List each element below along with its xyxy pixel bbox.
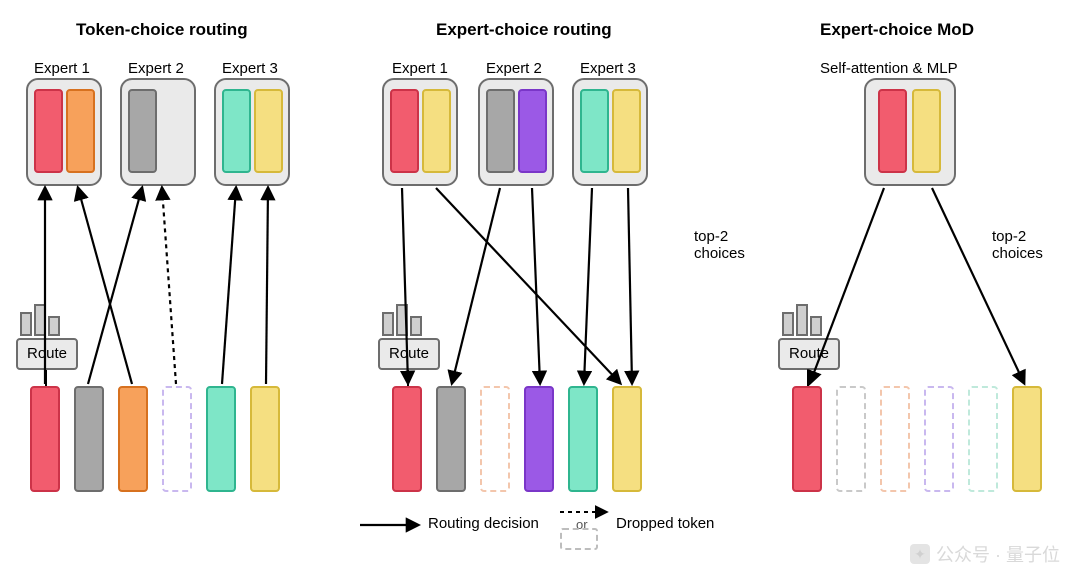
expert-slot	[912, 89, 941, 173]
expert-box	[478, 78, 554, 186]
expert-slot	[128, 89, 157, 173]
expert-box	[382, 78, 458, 186]
token	[436, 386, 466, 492]
legend-dropped-icon	[560, 528, 598, 550]
expert-slot	[390, 89, 419, 173]
label: Expert 2	[486, 60, 542, 77]
label: Expert 3	[580, 60, 636, 77]
token	[118, 386, 148, 492]
expert-slot	[878, 89, 907, 173]
expert-box	[572, 78, 648, 186]
token	[162, 386, 192, 492]
token	[792, 386, 822, 492]
router-histogram	[382, 302, 434, 336]
expert-slot	[486, 89, 515, 173]
token	[206, 386, 236, 492]
token	[392, 386, 422, 492]
expert-box	[214, 78, 290, 186]
expert-slot	[254, 89, 283, 173]
token	[836, 386, 866, 492]
router-box: Route	[378, 338, 440, 370]
token	[480, 386, 510, 492]
token	[612, 386, 642, 492]
expert-box	[26, 78, 102, 186]
token	[924, 386, 954, 492]
legend-routing-text: Routing decision	[428, 515, 539, 532]
router-histogram	[20, 302, 72, 336]
token	[250, 386, 280, 492]
label: top-2 choices	[694, 228, 745, 262]
label: Self-attention & MLP	[820, 60, 958, 77]
expert-slot	[222, 89, 251, 173]
expert-slot	[580, 89, 609, 173]
expert-slot	[612, 89, 641, 173]
legend: Routing decision or Dropped token	[352, 500, 732, 550]
token	[880, 386, 910, 492]
expert-slot	[66, 89, 95, 173]
token	[568, 386, 598, 492]
panel-a-title: Token-choice routing	[76, 20, 248, 40]
token	[30, 386, 60, 492]
token	[968, 386, 998, 492]
expert-slot	[422, 89, 451, 173]
token	[524, 386, 554, 492]
panel-b-title: Expert-choice routing	[436, 20, 612, 40]
expert-slot	[34, 89, 63, 173]
legend-dropped-text: Dropped token	[616, 515, 714, 532]
watermark: ✦ 公众号 · 量子位	[910, 541, 1060, 567]
label: Expert 1	[392, 60, 448, 77]
token	[74, 386, 104, 492]
figure-canvas: { "colors": { "red": {"fill":"#f25c6e","…	[0, 0, 1080, 579]
expert-box	[120, 78, 196, 186]
watermark-text: 公众号 · 量子位	[936, 541, 1060, 567]
token	[1012, 386, 1042, 492]
router-histogram	[782, 302, 834, 336]
expert-slot	[518, 89, 547, 173]
panel-c-title: Expert-choice MoD	[820, 20, 974, 40]
annotation: top-2 choices	[992, 228, 1043, 262]
expert-box	[864, 78, 956, 186]
wechat-icon: ✦	[910, 544, 930, 564]
router-box: Route	[778, 338, 840, 370]
label: Expert 3	[222, 60, 278, 77]
router-box: Route	[16, 338, 78, 370]
label: Expert 1	[34, 60, 90, 77]
label: Expert 2	[128, 60, 184, 77]
